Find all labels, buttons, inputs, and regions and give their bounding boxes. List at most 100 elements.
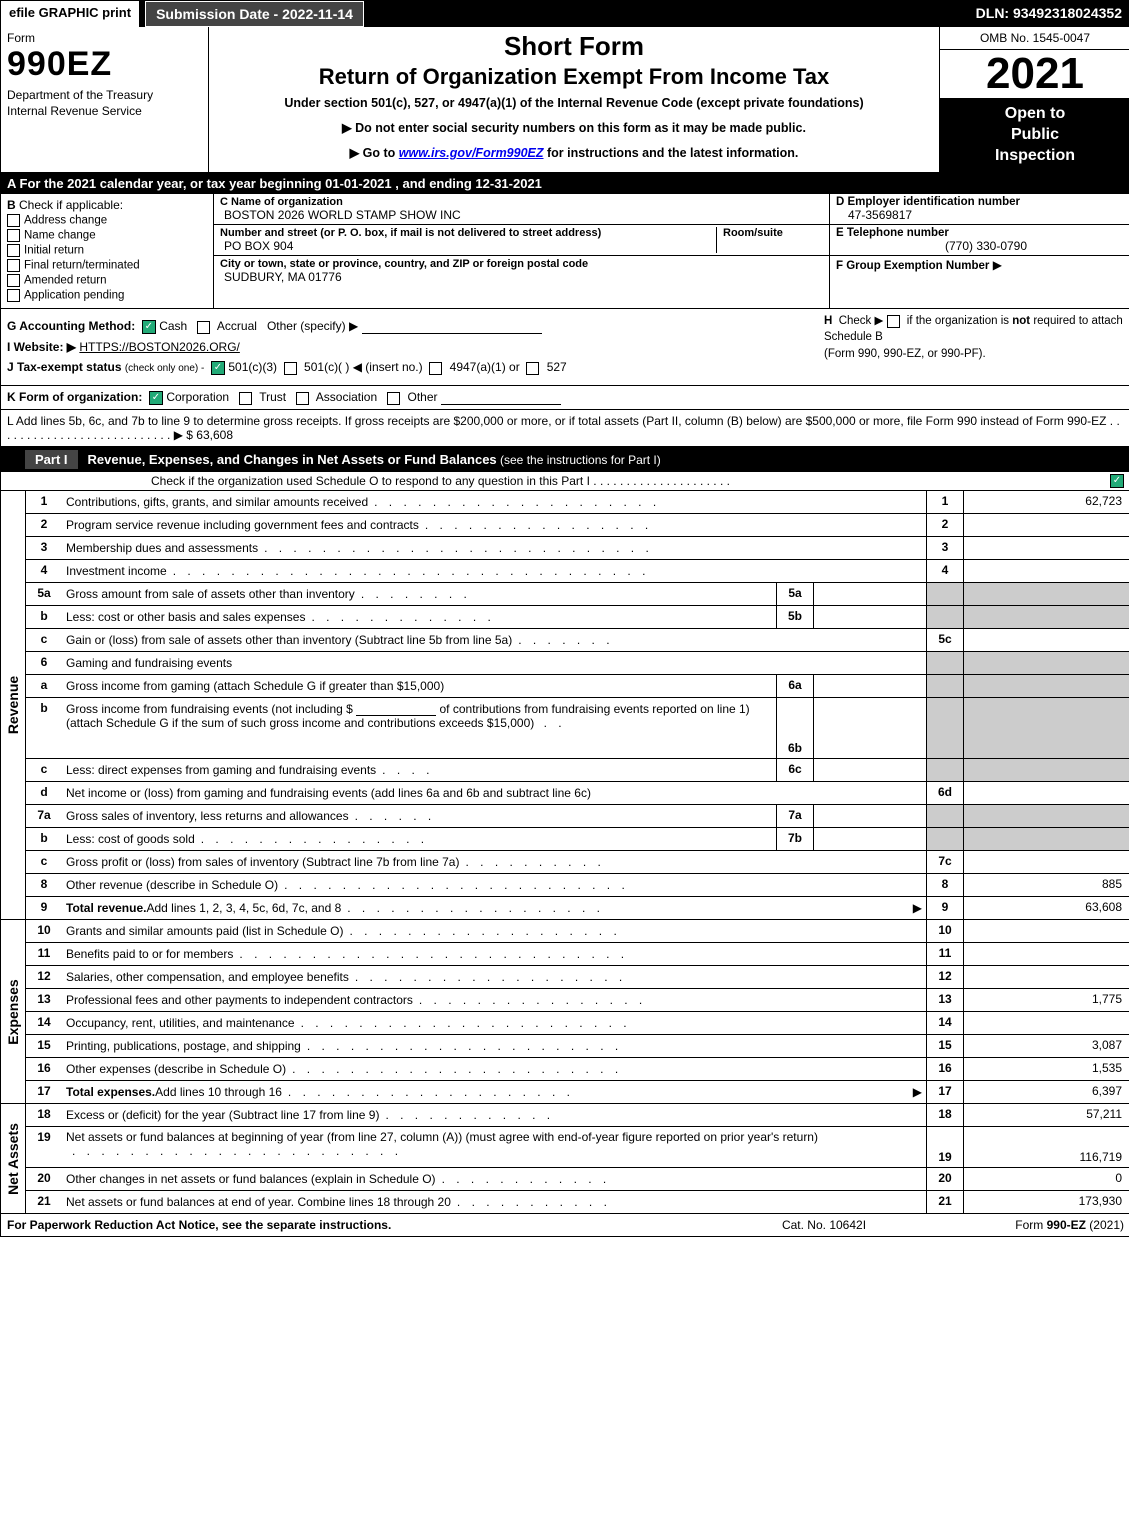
inspection-line1: Open to [1005, 105, 1065, 122]
line-19: 19Net assets or fund balances at beginni… [26, 1127, 1129, 1168]
note2-prefix: ▶ Go to [350, 146, 399, 160]
group-exemption-row: F Group Exemption Number ▶ [830, 256, 1129, 308]
section-b-label: B [7, 198, 16, 212]
line-num: b [26, 606, 62, 628]
line-num: 5a [26, 583, 62, 605]
checkbox-icon[interactable] [7, 274, 20, 287]
line-7c: c Gross profit or (loss) from sales of i… [26, 851, 1129, 874]
checkbox-501c-icon[interactable] [284, 362, 297, 375]
part-1-header: Part I Revenue, Expenses, and Changes in… [1, 447, 1129, 472]
line-desc-text: Less: cost or other basis and sales expe… [66, 610, 305, 624]
g-cash: Cash [159, 320, 187, 334]
line-6c: c Less: direct expenses from gaming and … [26, 759, 1129, 782]
line-desc-text: Gaming and fundraising events [66, 656, 232, 670]
dots-icon: . . . . . . . . . . . . . . . . [419, 993, 922, 1007]
chk-application-pending[interactable]: Application pending [7, 289, 207, 302]
line-desc: Membership dues and assessments. . . . .… [62, 537, 926, 559]
checkbox-icon[interactable] [7, 259, 20, 272]
line-sub: 6a [776, 675, 813, 697]
line-9: 9 Total revenue. Total revenue. Add line… [26, 897, 1129, 919]
line-num: 9 [26, 897, 62, 919]
line-num: 6 [26, 652, 62, 674]
checkbox-schedule-o-icon[interactable]: ✓ [1110, 474, 1124, 488]
checkbox-trust-icon[interactable] [239, 392, 252, 405]
line-sub: 7b [776, 828, 813, 850]
line-4: 4 Investment income. . . . . . . . . . .… [26, 560, 1129, 583]
line-desc: Net assets or fund balances at beginning… [62, 1127, 926, 1167]
netassets-lines: 18Excess or (deficit) for the year (Subt… [26, 1104, 1129, 1213]
header-left: Form 990EZ Department of the Treasury In… [1, 27, 209, 172]
chk-initial-return[interactable]: Initial return [7, 244, 207, 257]
line-6: 6 Gaming and fundraising events [26, 652, 1129, 675]
line-val [963, 782, 1129, 804]
l-text: L Add lines 5b, 6c, and 7b to line 9 to … [7, 414, 1106, 428]
j-sub: (check only one) - [125, 363, 204, 374]
line-desc: Total revenue. Total revenue. Add lines … [62, 897, 926, 919]
line-6d: d Net income or (loss) from gaming and f… [26, 782, 1129, 805]
ein-row: D Employer identification number 47-3569… [830, 194, 1129, 225]
line-box-shaded [926, 828, 963, 850]
line-17: 17Total expenses. Add lines 10 through 1… [26, 1081, 1129, 1103]
form-header: Form 990EZ Department of the Treasury In… [1, 27, 1129, 173]
checkbox-icon[interactable] [7, 244, 20, 257]
checkbox-501c3-icon[interactable]: ✓ [211, 361, 225, 375]
dots-icon: . . . . . . . . . . . . . . . . . . . . … [301, 1016, 922, 1030]
checkbox-4947-icon[interactable] [429, 362, 442, 375]
g-other-field[interactable] [362, 319, 542, 334]
schedule-o-text: Check if the organization used Schedule … [151, 474, 590, 488]
website-link[interactable]: HTTPS://BOSTON2026.ORG/ [79, 340, 240, 354]
k-other-field[interactable] [441, 390, 561, 405]
line-desc: Gross income from gaming (attach Schedul… [62, 675, 776, 697]
line-box-shaded [926, 606, 963, 628]
checkbox-h-icon[interactable] [887, 315, 900, 328]
dln-label: DLN: 93492318024352 [968, 1, 1129, 27]
section-b-check-label: Check if applicable: [19, 198, 123, 212]
checkbox-icon[interactable] [7, 229, 20, 242]
chk-amended-return[interactable]: Amended return [7, 274, 207, 287]
chk-label-pending: Application pending [24, 290, 124, 302]
line-val-shaded [963, 606, 1129, 628]
efile-print-button[interactable]: efile GRAPHIC print [1, 1, 141, 27]
topbar: efile GRAPHIC print Submission Date - 20… [1, 1, 1129, 27]
line-desc: Grants and similar amounts paid (list in… [62, 920, 926, 942]
footer-paperwork-notice: For Paperwork Reduction Act Notice, see … [7, 1218, 724, 1232]
checkbox-corp-icon[interactable]: ✓ [149, 391, 163, 405]
line-6b-amount-field[interactable] [356, 701, 436, 716]
line-num: 12 [26, 966, 62, 988]
line-desc: Gain or (loss) from sale of assets other… [62, 629, 926, 651]
line-box: 16 [926, 1058, 963, 1080]
line-box-shaded [926, 805, 963, 827]
checkbox-icon[interactable] [7, 214, 20, 227]
line-val: 57,211 [963, 1104, 1129, 1126]
line-6b-desc1: Gross income from fundraising events (no… [66, 702, 353, 716]
line-15: 15Printing, publications, postage, and s… [26, 1035, 1129, 1058]
line-num: 3 [26, 537, 62, 559]
checkbox-icon[interactable] [7, 289, 20, 302]
line-subval [813, 583, 926, 605]
dept-irs: Internal Revenue Service [7, 104, 142, 118]
chk-final-return[interactable]: Final return/terminated [7, 259, 207, 272]
line-val [963, 943, 1129, 965]
dots-icon: . . . . . . . . . . . . . . . . . . . . … [264, 541, 922, 555]
chk-address-change[interactable]: Address change [7, 214, 207, 227]
checkbox-cash-icon[interactable]: ✓ [142, 320, 156, 334]
line-subval [813, 606, 926, 628]
checkbox-accrual-icon[interactable] [197, 321, 210, 334]
line-num: d [26, 782, 62, 804]
checkbox-other-icon[interactable] [387, 392, 400, 405]
line-5b: b Less: cost or other basis and sales ex… [26, 606, 1129, 629]
return-subtitle: Under section 501(c), 527, or 4947(a)(1)… [215, 96, 933, 110]
line-subval [813, 759, 926, 781]
chk-name-change[interactable]: Name change [7, 229, 207, 242]
dots-icon: . . . . . . . . . . . . . . . . [201, 832, 772, 846]
line-num: 4 [26, 560, 62, 582]
checkbox-assoc-icon[interactable] [296, 392, 309, 405]
checkbox-527-icon[interactable] [526, 362, 539, 375]
line-num: 1 [26, 491, 62, 513]
line-desc: Total expenses. Add lines 10 through 16 … [62, 1081, 926, 1103]
room-label: Room/suite [723, 227, 823, 239]
city-value: SUDBURY, MA 01776 [224, 270, 823, 284]
section-j: J Tax-exempt status (check only one) - ✓… [7, 360, 1124, 375]
line-desc-text: Gross profit or (loss) from sales of inv… [66, 855, 459, 869]
irs-link[interactable]: www.irs.gov/Form990EZ [399, 146, 544, 160]
